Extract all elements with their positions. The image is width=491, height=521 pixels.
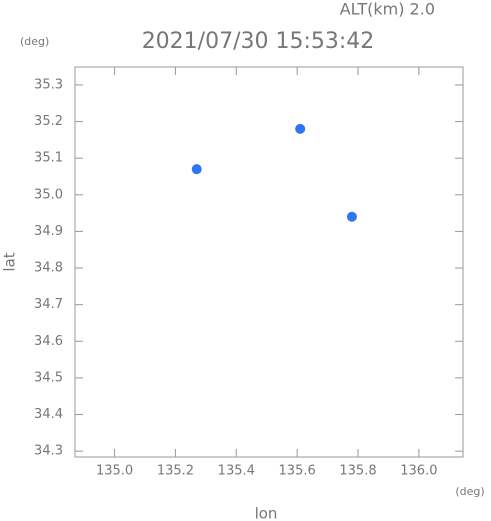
y-tick-label: 34.3	[34, 444, 63, 459]
echo-point	[295, 123, 306, 134]
echo-point	[191, 164, 202, 175]
x-tick-label: 136.0	[400, 464, 437, 479]
y-tick-label: 34.5	[34, 370, 63, 385]
plot-frame	[74, 66, 464, 458]
echo-point	[346, 211, 357, 222]
x-axis-label: lon	[255, 505, 278, 521]
y-tick-label: 35.2	[34, 114, 63, 129]
x-tick-label: 135.4	[218, 464, 255, 479]
y-tick-label: 34.7	[34, 297, 63, 312]
x-tick-label: 135.0	[96, 464, 133, 479]
y-tick-label: 34.9	[34, 224, 63, 239]
y-tick-label: 34.4	[34, 407, 63, 422]
chart-title: 2021/07/30 15:53:42	[142, 29, 375, 54]
x-tick-label: 135.8	[339, 464, 376, 479]
y-tick-label: 35.3	[34, 77, 63, 92]
y-tick-label: 35.1	[34, 151, 63, 166]
y-unit: (deg)	[20, 35, 49, 48]
x-tick-label: 135.2	[157, 464, 194, 479]
x-tick-label: 135.6	[279, 464, 316, 479]
x-unit: (deg)	[455, 485, 484, 498]
y-tick-label: 34.8	[34, 261, 63, 276]
y-axis-label: lat	[1, 252, 19, 271]
altitude-label: ALT(km) 2.0	[340, 0, 435, 19]
y-tick-label: 35.0	[34, 187, 63, 202]
y-tick-label: 34.6	[34, 334, 63, 349]
